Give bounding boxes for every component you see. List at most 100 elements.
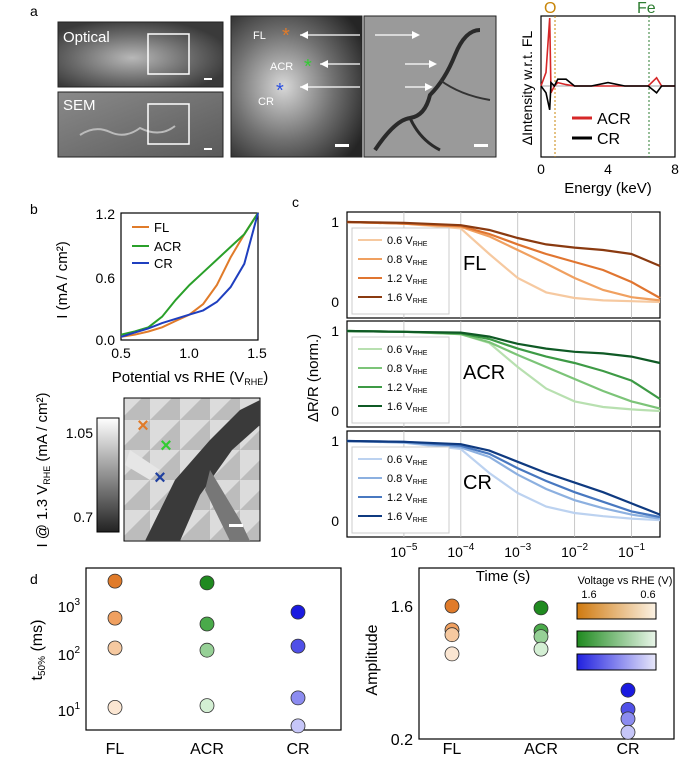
t50-point-acr-0 — [199, 575, 215, 591]
voltage-legend-low: 0.6 — [640, 589, 655, 601]
tr-subplot-label-cr: CR — [463, 472, 492, 494]
t50-point-fl-3 — [107, 700, 123, 715]
current-map: × × × — [123, 397, 261, 542]
voltage-bar-cr — [576, 653, 657, 671]
t50-point-acr-3 — [199, 698, 215, 713]
panel-label-c: c — [292, 194, 299, 210]
sem-label: SEM — [63, 97, 96, 114]
amp-point-acr-2 — [533, 629, 549, 644]
eds-xtick-0: 0 — [537, 161, 545, 177]
map-ylabel: I @ 1.3 VRHE (mA / cm²) — [34, 392, 52, 547]
tr-ytick-0-acr: 0 — [331, 403, 339, 419]
iv-xlabel-main: Potential vs RHE (V — [112, 369, 245, 386]
iv-legend-acr: ACR — [154, 239, 181, 254]
tr-ytick-0-cr: 0 — [331, 513, 339, 529]
amp-point-fl-3 — [444, 646, 460, 662]
amp-point-fl-0 — [444, 598, 460, 614]
t50-point-fl-1 — [107, 610, 123, 626]
amp-cat-fl: FL — [443, 741, 462, 758]
star-acr: * — [304, 56, 312, 78]
eds-xtick-8: 8 — [671, 161, 679, 177]
t50-point-fl-2 — [107, 640, 123, 656]
panel-label-b: b — [30, 201, 38, 217]
t50-ytick-10-exp: 1 — [74, 701, 80, 712]
t50-ytick-10: 101 — [58, 701, 81, 720]
tr-ylabel: ΔR/R (norm.) — [305, 334, 322, 422]
t50-ylabel-main: t — [29, 675, 46, 680]
tr-xtick-1: 10−4 — [447, 542, 474, 560]
iv-legend-cr: CR — [154, 256, 173, 271]
panel-label-d: d — [30, 571, 38, 587]
tr-subplot-label-fl: FL — [463, 253, 486, 275]
tr-line-acr-3 — [346, 329, 661, 365]
t50-cat-cr: CR — [286, 741, 309, 758]
voltage-legend-high: 1.6 — [581, 589, 596, 601]
amp-point-cr-2 — [620, 711, 636, 727]
t50-point-acr-1 — [199, 616, 215, 632]
amp-cat-cr: CR — [616, 741, 639, 758]
map-ylabel-sub: RHE — [42, 466, 52, 485]
t50-ytick-1000-base: 10 — [58, 599, 75, 616]
amp-ytick-1.6: 1.6 — [391, 599, 413, 616]
eds-ylabel: ΔIntensity w.r.t. FL — [519, 31, 535, 146]
map-ylabel-end: (mA / cm²) — [34, 392, 51, 465]
tr-xlabel: Time (s) — [476, 568, 530, 585]
amp-cat-acr: ACR — [524, 741, 558, 758]
tr-ytick-1-cr: 1 — [331, 433, 339, 449]
t50-ytick-1000-exp: 3 — [74, 597, 80, 608]
iv-ylabel: I (mA / cm²) — [54, 241, 71, 319]
t50-plot: 103 102 101 t50% (ms) FL ACR CR — [29, 567, 342, 758]
amp-ylabel: Amplitude — [364, 624, 381, 695]
zoom-sem-image — [363, 15, 497, 158]
tr-xtick-3: 10−2 — [561, 542, 588, 560]
zoom-optical-image: FL ACR CR * * * — [230, 15, 363, 158]
tr-line-cr-3 — [346, 439, 661, 516]
optical-image: Optical — [57, 21, 224, 88]
voltage-bar-acr — [576, 630, 657, 648]
iv-xtick-1.0: 1.0 — [179, 345, 199, 361]
iv-xlabel-sub: RHE — [244, 377, 263, 387]
eds-plot: O Fe ACR CR 0 4 8 Energy (keV) ΔIntensit… — [519, 0, 679, 197]
t50-ylabel-sub: 50% — [37, 656, 48, 676]
t50-point-cr-2 — [290, 690, 306, 706]
star-fl: * — [282, 25, 290, 47]
tr-ytick-1-fl: 1 — [331, 214, 339, 230]
t50-point-cr-0 — [290, 604, 306, 620]
amp-ytick-0.2: 0.2 — [391, 732, 413, 749]
sem-image: SEM — [57, 91, 224, 158]
iv-ytick-0.0: 0.0 — [96, 332, 116, 348]
amp-point-acr-0 — [533, 600, 549, 616]
iv-xlabel: Potential vs RHE (VRHE) — [112, 369, 269, 387]
voltage-legend-title: Voltage vs RHE (V) — [578, 575, 673, 587]
tr-line-fl-3 — [346, 220, 661, 268]
t50-point-cr-3 — [290, 718, 306, 734]
map-x-cr: × — [154, 467, 166, 489]
iv-plot: 1.2 0.6 0.0 0.5 1.0 1.5 Potential vs RHE… — [54, 206, 268, 387]
t50-ytick-100-exp: 2 — [74, 645, 80, 656]
eds-legend-acr: ACR — [597, 111, 631, 128]
eds-xlabel: Energy (keV) — [564, 180, 652, 197]
iv-line-cr — [120, 212, 259, 338]
amp-point-cr-0 — [620, 682, 636, 698]
iv-ytick-0.6: 0.6 — [96, 270, 116, 286]
tr-line-cr-1 — [346, 439, 661, 520]
t50-point-cr-1 — [290, 638, 306, 654]
tr-subplot-label-acr: ACR — [463, 362, 505, 384]
t50-cat-fl: FL — [106, 741, 125, 758]
iv-ytick-1.2: 1.2 — [96, 206, 116, 222]
tr-ytick-0-fl: 0 — [331, 294, 339, 310]
tr-xtick-0: 10−5 — [390, 542, 417, 560]
optical-label: Optical — [63, 29, 110, 46]
iv-xtick-0.5: 0.5 — [111, 345, 131, 361]
eds-legend-cr: CR — [597, 131, 620, 148]
t50-ytick-10-base: 10 — [58, 703, 75, 720]
eds-line-cr — [540, 78, 675, 110]
marker-label-cr: CR — [258, 96, 274, 108]
t50-ylabel-end: (ms) — [29, 620, 46, 656]
t50-ytick-100-base: 10 — [58, 647, 75, 664]
